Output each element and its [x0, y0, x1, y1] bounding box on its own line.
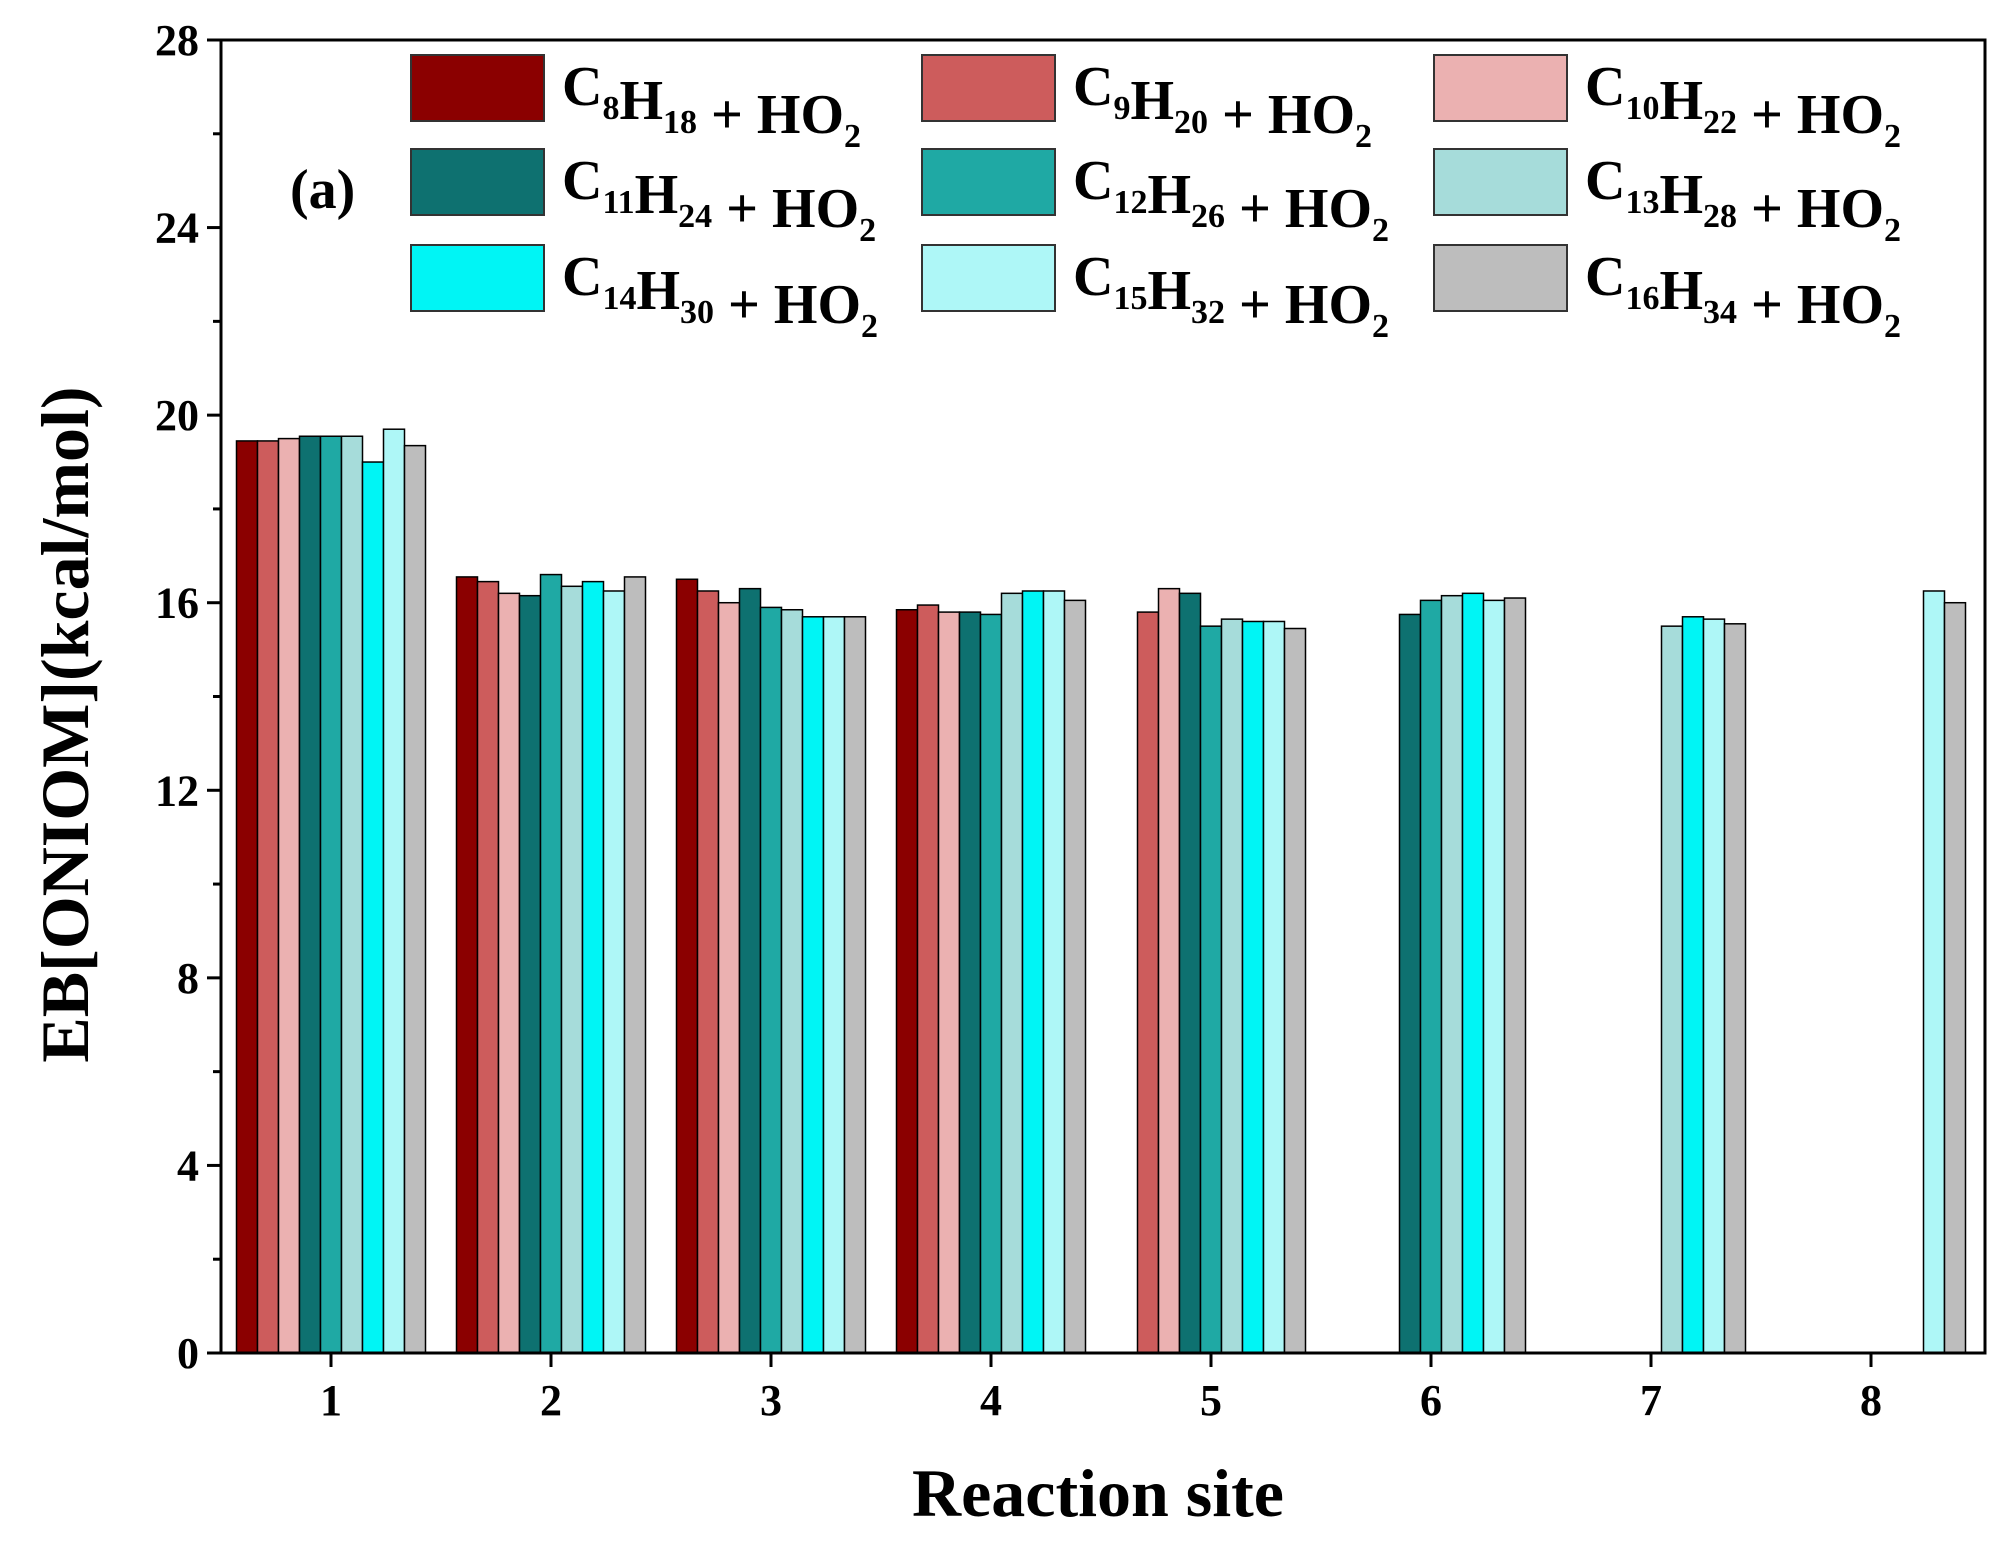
x-tick-label: 2 [540, 1376, 562, 1425]
y-axis: 0 4 8 12 16 20 24 28 [155, 16, 221, 1378]
legend: C8H18 + HO2 C9H20 + HO2 C10H22 + HO2 C11H24… [410, 54, 1901, 345]
bar-series-4-site-3 [738, 587, 762, 1354]
bar-series-8-site-2 [602, 590, 626, 1354]
legend-label-1: C8H18 + HO2 [562, 56, 861, 155]
bar-series-2-site-1 [256, 440, 280, 1354]
bar-series-1-site-3 [675, 578, 699, 1354]
bar-series-6-site-2 [560, 585, 584, 1354]
bar-series-5-site-6 [1419, 599, 1443, 1354]
legend-label-7: C14H30 + HO2 [562, 246, 878, 345]
bar-series-7-site-1 [361, 461, 385, 1354]
bar-series-7-site-2 [581, 580, 605, 1354]
bar-series-5-site-2 [539, 573, 563, 1354]
bar-series-9-site-8 [1943, 601, 1967, 1354]
legend-swatch-7 [410, 244, 545, 312]
panel-label: (a) [290, 159, 355, 221]
bar-series-8-site-3 [822, 616, 846, 1354]
bar-series-2-site-2 [476, 580, 500, 1354]
y-tick-label: 24 [155, 204, 199, 253]
x-tick-label: 3 [760, 1376, 782, 1425]
legend-label-4: C11H24 + HO2 [562, 150, 876, 249]
bar-series-3-site-1 [277, 437, 301, 1354]
legend-label-2: C9H20 + HO2 [1073, 56, 1372, 155]
bar-series-5-site-5 [1199, 625, 1223, 1354]
bar-series-9-site-7 [1723, 623, 1747, 1354]
bar-series-9-site-3 [843, 616, 867, 1354]
y-tick-label: 0 [177, 1329, 199, 1378]
bar-series-7-site-5 [1241, 620, 1265, 1354]
bar-series-5-site-1 [319, 435, 343, 1354]
y-tick-label: 4 [177, 1141, 199, 1190]
bar-series-7-site-4 [1021, 590, 1045, 1354]
x-tick-label: 7 [1640, 1376, 1662, 1425]
y-tick-label: 8 [177, 954, 199, 1003]
bar-series-9-site-1 [403, 444, 427, 1354]
bar-series-1-site-2 [455, 576, 479, 1354]
bar-series-5-site-4 [979, 613, 1003, 1354]
bar-series-3-site-2 [497, 592, 521, 1354]
bar-series-9-site-4 [1063, 599, 1087, 1354]
x-tick-label: 6 [1420, 1376, 1442, 1425]
bar-series-3-site-4 [937, 611, 961, 1354]
x-tick-label: 4 [980, 1376, 1002, 1425]
legend-swatch-9 [1433, 244, 1568, 312]
bar-series-5-site-3 [759, 606, 783, 1354]
bar-series-6-site-3 [780, 608, 804, 1354]
legend-swatch-1 [410, 54, 545, 122]
y-tick-label: 12 [155, 766, 199, 815]
legend-swatch-8 [921, 244, 1056, 312]
bar-series-7-site-6 [1461, 592, 1485, 1354]
legend-label-6: C13H28 + HO2 [1585, 150, 1901, 249]
bar-series-6-site-1 [340, 435, 364, 1354]
bar-series-6-site-6 [1440, 594, 1464, 1354]
bar-series-9-site-5 [1283, 627, 1307, 1354]
legend-label-9: C16H34 + HO2 [1585, 246, 1901, 345]
bar-series-8-site-4 [1042, 590, 1066, 1354]
legend-swatch-2 [921, 54, 1056, 122]
bar-series-7-site-3 [801, 616, 825, 1354]
x-tick-label: 8 [1860, 1376, 1882, 1425]
y-tick-label: 16 [155, 579, 199, 628]
y-tick-label: 28 [155, 16, 199, 65]
bar-series-2-site-4 [916, 604, 940, 1354]
legend-label-5: C12H26 + HO2 [1073, 150, 1389, 249]
y-tick-label: 20 [155, 391, 199, 440]
legend-swatch-4 [410, 148, 545, 216]
bar-series-9-site-2 [623, 576, 647, 1354]
x-axis-title: Reaction site [912, 1455, 1284, 1531]
x-tick-label: 1 [320, 1376, 342, 1425]
bar-series-8-site-7 [1702, 618, 1726, 1354]
bar-series-8-site-5 [1262, 620, 1286, 1354]
legend-swatch-6 [1433, 148, 1568, 216]
x-tick-label: 5 [1200, 1376, 1222, 1425]
legend-label-8: C15H32 + HO2 [1073, 246, 1389, 345]
bar-series-3-site-3 [717, 601, 741, 1354]
bar-series-8-site-1 [382, 428, 406, 1354]
bar-series-4-site-6 [1398, 613, 1422, 1354]
legend-swatch-5 [921, 148, 1056, 216]
y-axis-title: EB[ONIOM](kcal/mol) [27, 386, 103, 1062]
bar-series-1-site-1 [235, 440, 259, 1354]
bar-series-6-site-7 [1660, 625, 1684, 1354]
bar-series-1-site-4 [895, 608, 919, 1354]
bar-series-2-site-3 [696, 590, 720, 1354]
bar-series-7-site-7 [1681, 616, 1705, 1354]
bar-series-4-site-4 [958, 611, 982, 1354]
bar-series-2-site-5 [1136, 611, 1160, 1354]
bar-series-8-site-6 [1482, 599, 1506, 1354]
bar-series-3-site-5 [1157, 587, 1181, 1354]
bar-series-6-site-4 [1000, 592, 1024, 1354]
bar-series-8-site-8 [1922, 590, 1946, 1354]
bar-series-6-site-5 [1220, 618, 1244, 1354]
bar-series-9-site-6 [1503, 597, 1527, 1354]
bar-series-4-site-2 [518, 594, 542, 1354]
bars-layer [235, 428, 1967, 1354]
legend-label-3: C10H22 + HO2 [1585, 56, 1901, 155]
x-axis: 1 2 3 4 5 6 7 8 [320, 1353, 1882, 1425]
bar-series-4-site-1 [298, 435, 322, 1354]
legend-swatch-3 [1433, 54, 1568, 122]
bar-series-4-site-5 [1178, 592, 1202, 1354]
